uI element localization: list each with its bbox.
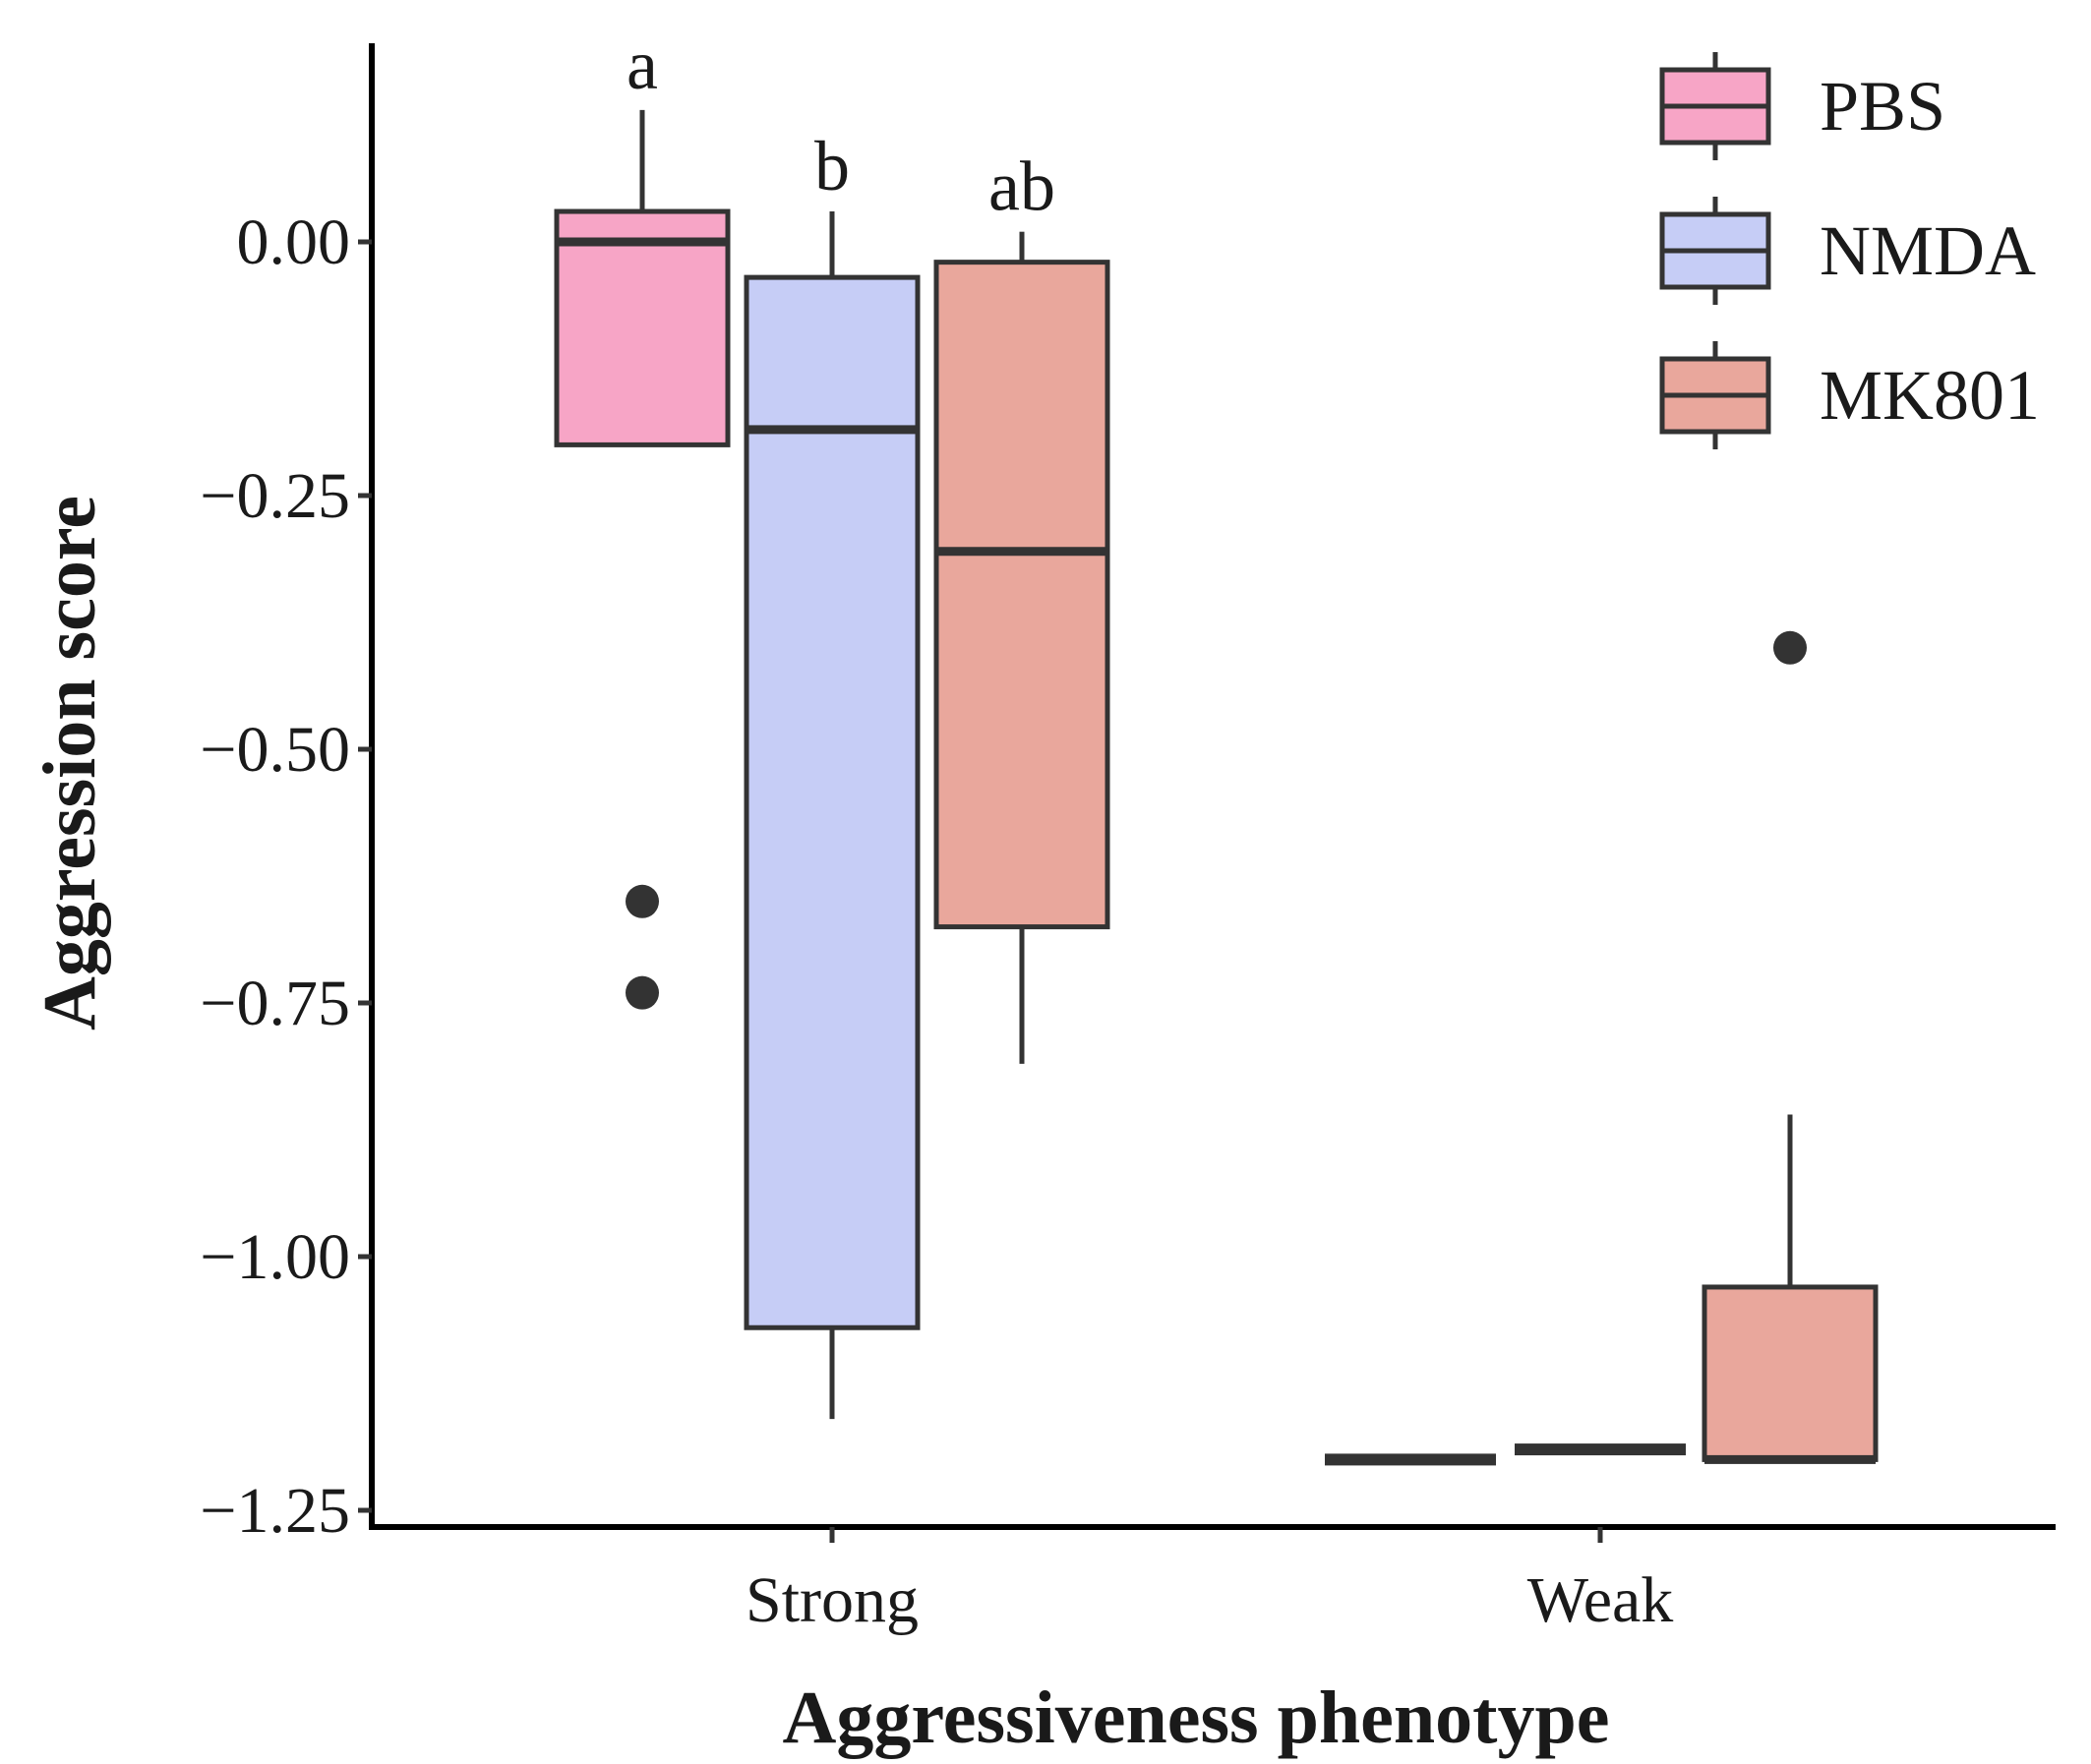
box-nmda-strong: b	[744, 127, 921, 1420]
legend-item-nmda: NMDA	[1659, 197, 2036, 305]
box-body	[933, 260, 1110, 930]
legend: PBS NMDA MK801	[1659, 52, 2040, 449]
significance-letter: ab	[988, 147, 1055, 226]
y-tick-label: −0.75	[200, 968, 350, 1039]
box-pbs-strong: a	[554, 26, 731, 1010]
outlier-point	[626, 975, 659, 1010]
y-axis-title: Aggression score	[29, 496, 111, 1030]
legend-label: NMDA	[1820, 211, 2036, 290]
y-tick-label: 0.00	[237, 206, 351, 278]
legend-item-pbs: PBS	[1659, 52, 1945, 160]
significance-letter: a	[627, 26, 658, 104]
y-tick-label: −1.00	[200, 1221, 350, 1293]
box-mk801-weak	[1702, 630, 1879, 1464]
box-body	[744, 274, 921, 1330]
median-line	[747, 425, 918, 435]
x-tick-label: Weak	[1527, 1564, 1674, 1636]
median-line	[1325, 1453, 1496, 1466]
median-line	[936, 547, 1107, 557]
x-axis-title: Aggressiveness phenotype	[783, 1676, 1610, 1759]
x-axis: Strong Weak	[369, 1524, 2056, 1636]
legend-label: PBS	[1820, 67, 1945, 146]
median-line	[1515, 1443, 1686, 1456]
box-body	[1702, 1284, 1879, 1462]
median-line	[557, 237, 728, 247]
outlier-point	[1773, 630, 1807, 665]
y-tick-label: −0.50	[200, 714, 350, 786]
box-body	[554, 208, 731, 447]
y-axis: 0.00 −0.25 −0.50 −0.75 −1.00 −1.25	[200, 43, 375, 1547]
box-nmda-weak	[1515, 1443, 1686, 1456]
outlier-point	[626, 884, 659, 918]
legend-label: MK801	[1820, 356, 2040, 435]
y-tick-label: −1.25	[200, 1475, 350, 1547]
median-line	[1704, 1454, 1876, 1464]
box-mk801-strong: ab	[933, 147, 1110, 1064]
box-group: ab ab	[554, 26, 1879, 1466]
y-tick-label: −0.25	[200, 460, 350, 532]
legend-item-mk801: MK801	[1659, 341, 2040, 449]
box-pbs-weak	[1325, 1453, 1496, 1466]
x-tick-label: Strong	[746, 1564, 919, 1636]
significance-letter: b	[814, 127, 850, 206]
